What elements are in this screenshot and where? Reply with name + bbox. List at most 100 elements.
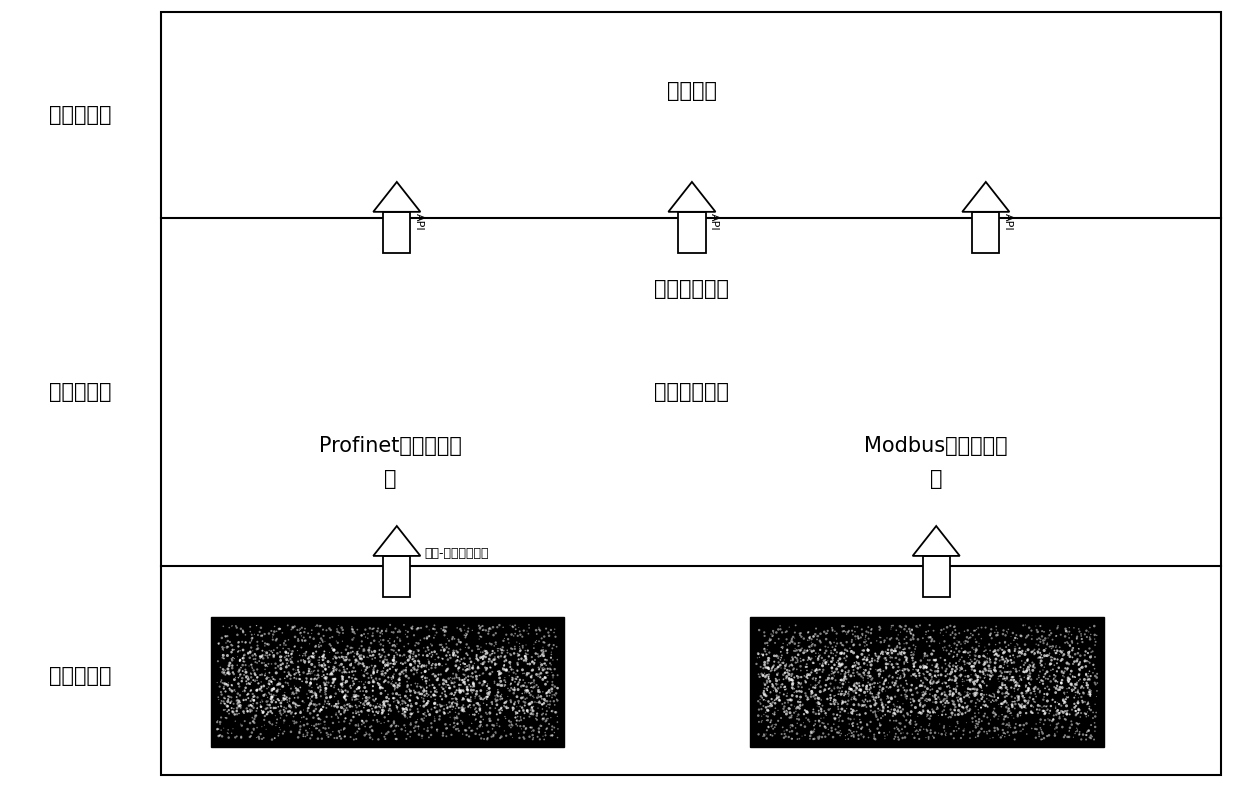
Point: [1027, 672, 1047, 685]
Point: [779, 696, 799, 709]
Point: [786, 669, 806, 682]
Point: [408, 706, 428, 718]
Point: [1052, 677, 1071, 690]
Point: [217, 668, 237, 680]
Point: [326, 657, 346, 669]
Point: [433, 641, 453, 653]
Point: [895, 731, 915, 744]
Point: [324, 644, 343, 657]
Point: [801, 691, 821, 703]
Point: [947, 677, 967, 690]
Point: [520, 730, 539, 743]
Point: [935, 697, 955, 710]
Point: [342, 626, 362, 638]
Point: [315, 659, 335, 672]
Point: [419, 679, 439, 692]
Point: [247, 702, 267, 715]
Point: [285, 700, 305, 713]
Point: [928, 665, 947, 678]
Point: [263, 678, 283, 691]
Point: [335, 692, 355, 705]
Point: [1019, 676, 1039, 689]
Point: [816, 730, 836, 743]
Point: [274, 637, 294, 649]
Point: [398, 699, 418, 712]
Point: [228, 665, 248, 678]
Point: [1066, 700, 1086, 713]
Point: [967, 673, 987, 686]
Point: [1056, 691, 1076, 703]
Point: [270, 659, 290, 672]
Point: [398, 728, 418, 740]
Point: [1052, 654, 1071, 667]
Point: [522, 681, 542, 694]
Point: [929, 682, 949, 694]
Point: [441, 697, 461, 710]
Point: [424, 710, 444, 723]
Point: [236, 629, 255, 642]
Point: [844, 691, 864, 703]
Point: [495, 632, 515, 645]
Point: [356, 726, 376, 739]
Point: [516, 693, 536, 706]
Point: [329, 619, 348, 632]
Point: [288, 644, 308, 657]
Point: [362, 645, 382, 658]
Point: [1033, 664, 1053, 676]
Point: [479, 688, 498, 701]
Point: [761, 693, 781, 706]
Point: [310, 724, 330, 736]
Point: [872, 712, 892, 725]
Point: [905, 656, 925, 668]
Point: [322, 725, 342, 738]
Point: [532, 645, 552, 657]
Point: [291, 630, 311, 642]
Point: [966, 715, 986, 728]
Point: [378, 698, 398, 710]
Point: [378, 671, 398, 683]
Point: [777, 646, 797, 659]
Point: [303, 681, 322, 694]
Point: [281, 623, 301, 636]
Point: [253, 695, 273, 708]
Point: [425, 658, 445, 671]
Point: [244, 724, 264, 736]
Point: [372, 624, 392, 637]
Point: [882, 658, 901, 671]
Point: [423, 679, 443, 691]
Point: [799, 713, 818, 726]
Point: [522, 721, 542, 734]
Point: [424, 668, 444, 680]
Point: [300, 697, 320, 710]
Point: [316, 676, 336, 688]
Point: [352, 692, 372, 705]
Point: [489, 704, 508, 717]
Point: [1021, 670, 1040, 683]
Point: [384, 651, 404, 664]
Point: [790, 637, 810, 649]
Point: [469, 633, 489, 645]
Point: [821, 668, 841, 680]
Point: [215, 680, 234, 693]
Point: [522, 701, 542, 713]
Point: [853, 694, 873, 707]
Point: [947, 717, 967, 730]
Point: [408, 687, 428, 699]
Point: [337, 698, 357, 711]
Point: [444, 680, 464, 693]
Point: [972, 722, 992, 735]
Point: [274, 689, 294, 702]
Point: [802, 726, 822, 739]
Point: [409, 644, 429, 657]
Point: [753, 687, 773, 699]
Point: [299, 684, 319, 697]
Point: [810, 649, 830, 661]
Point: [248, 635, 268, 648]
Point: [794, 717, 813, 729]
Point: [502, 672, 522, 684]
Point: [362, 649, 382, 662]
Point: [376, 625, 396, 638]
Point: [453, 663, 472, 676]
Point: [1075, 695, 1095, 708]
Point: [921, 671, 941, 683]
